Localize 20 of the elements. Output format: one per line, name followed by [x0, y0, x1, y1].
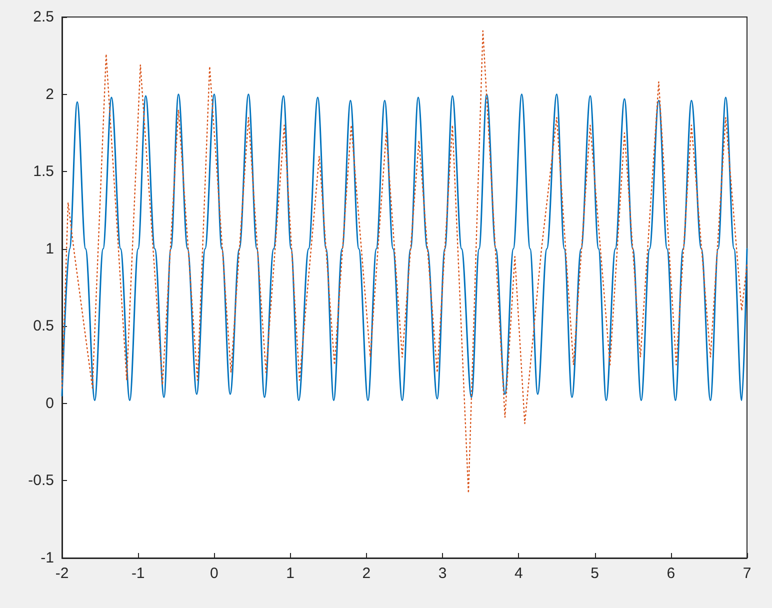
line-series — [61, 94, 748, 402]
y-tick-label: 1 — [46, 240, 54, 258]
x-tick-label: 0 — [210, 565, 218, 582]
y-tick-label: 2 — [46, 86, 54, 103]
y-tick-label: 0.5 — [33, 318, 54, 335]
line-series — [61, 30, 748, 494]
x-tick-label: -1 — [131, 565, 145, 582]
x-tick-label: 1 — [286, 565, 295, 582]
x-tick-label: 6 — [666, 565, 676, 582]
x-tick-label: 7 — [742, 565, 752, 582]
x-tick-label: 3 — [438, 565, 447, 582]
y-tick-label: 2.5 — [33, 8, 54, 26]
y-tick-label: 1.5 — [33, 163, 54, 180]
x-tick-label: -2 — [55, 565, 69, 582]
y-tick-label: -0.5 — [28, 472, 54, 490]
x-tick-label: 5 — [590, 565, 599, 582]
x-tick-label: 2 — [362, 565, 371, 582]
y-tick-label: -1 — [40, 550, 54, 566]
y-tick-label: 0 — [46, 394, 54, 412]
x-tick-label: 4 — [514, 565, 523, 582]
